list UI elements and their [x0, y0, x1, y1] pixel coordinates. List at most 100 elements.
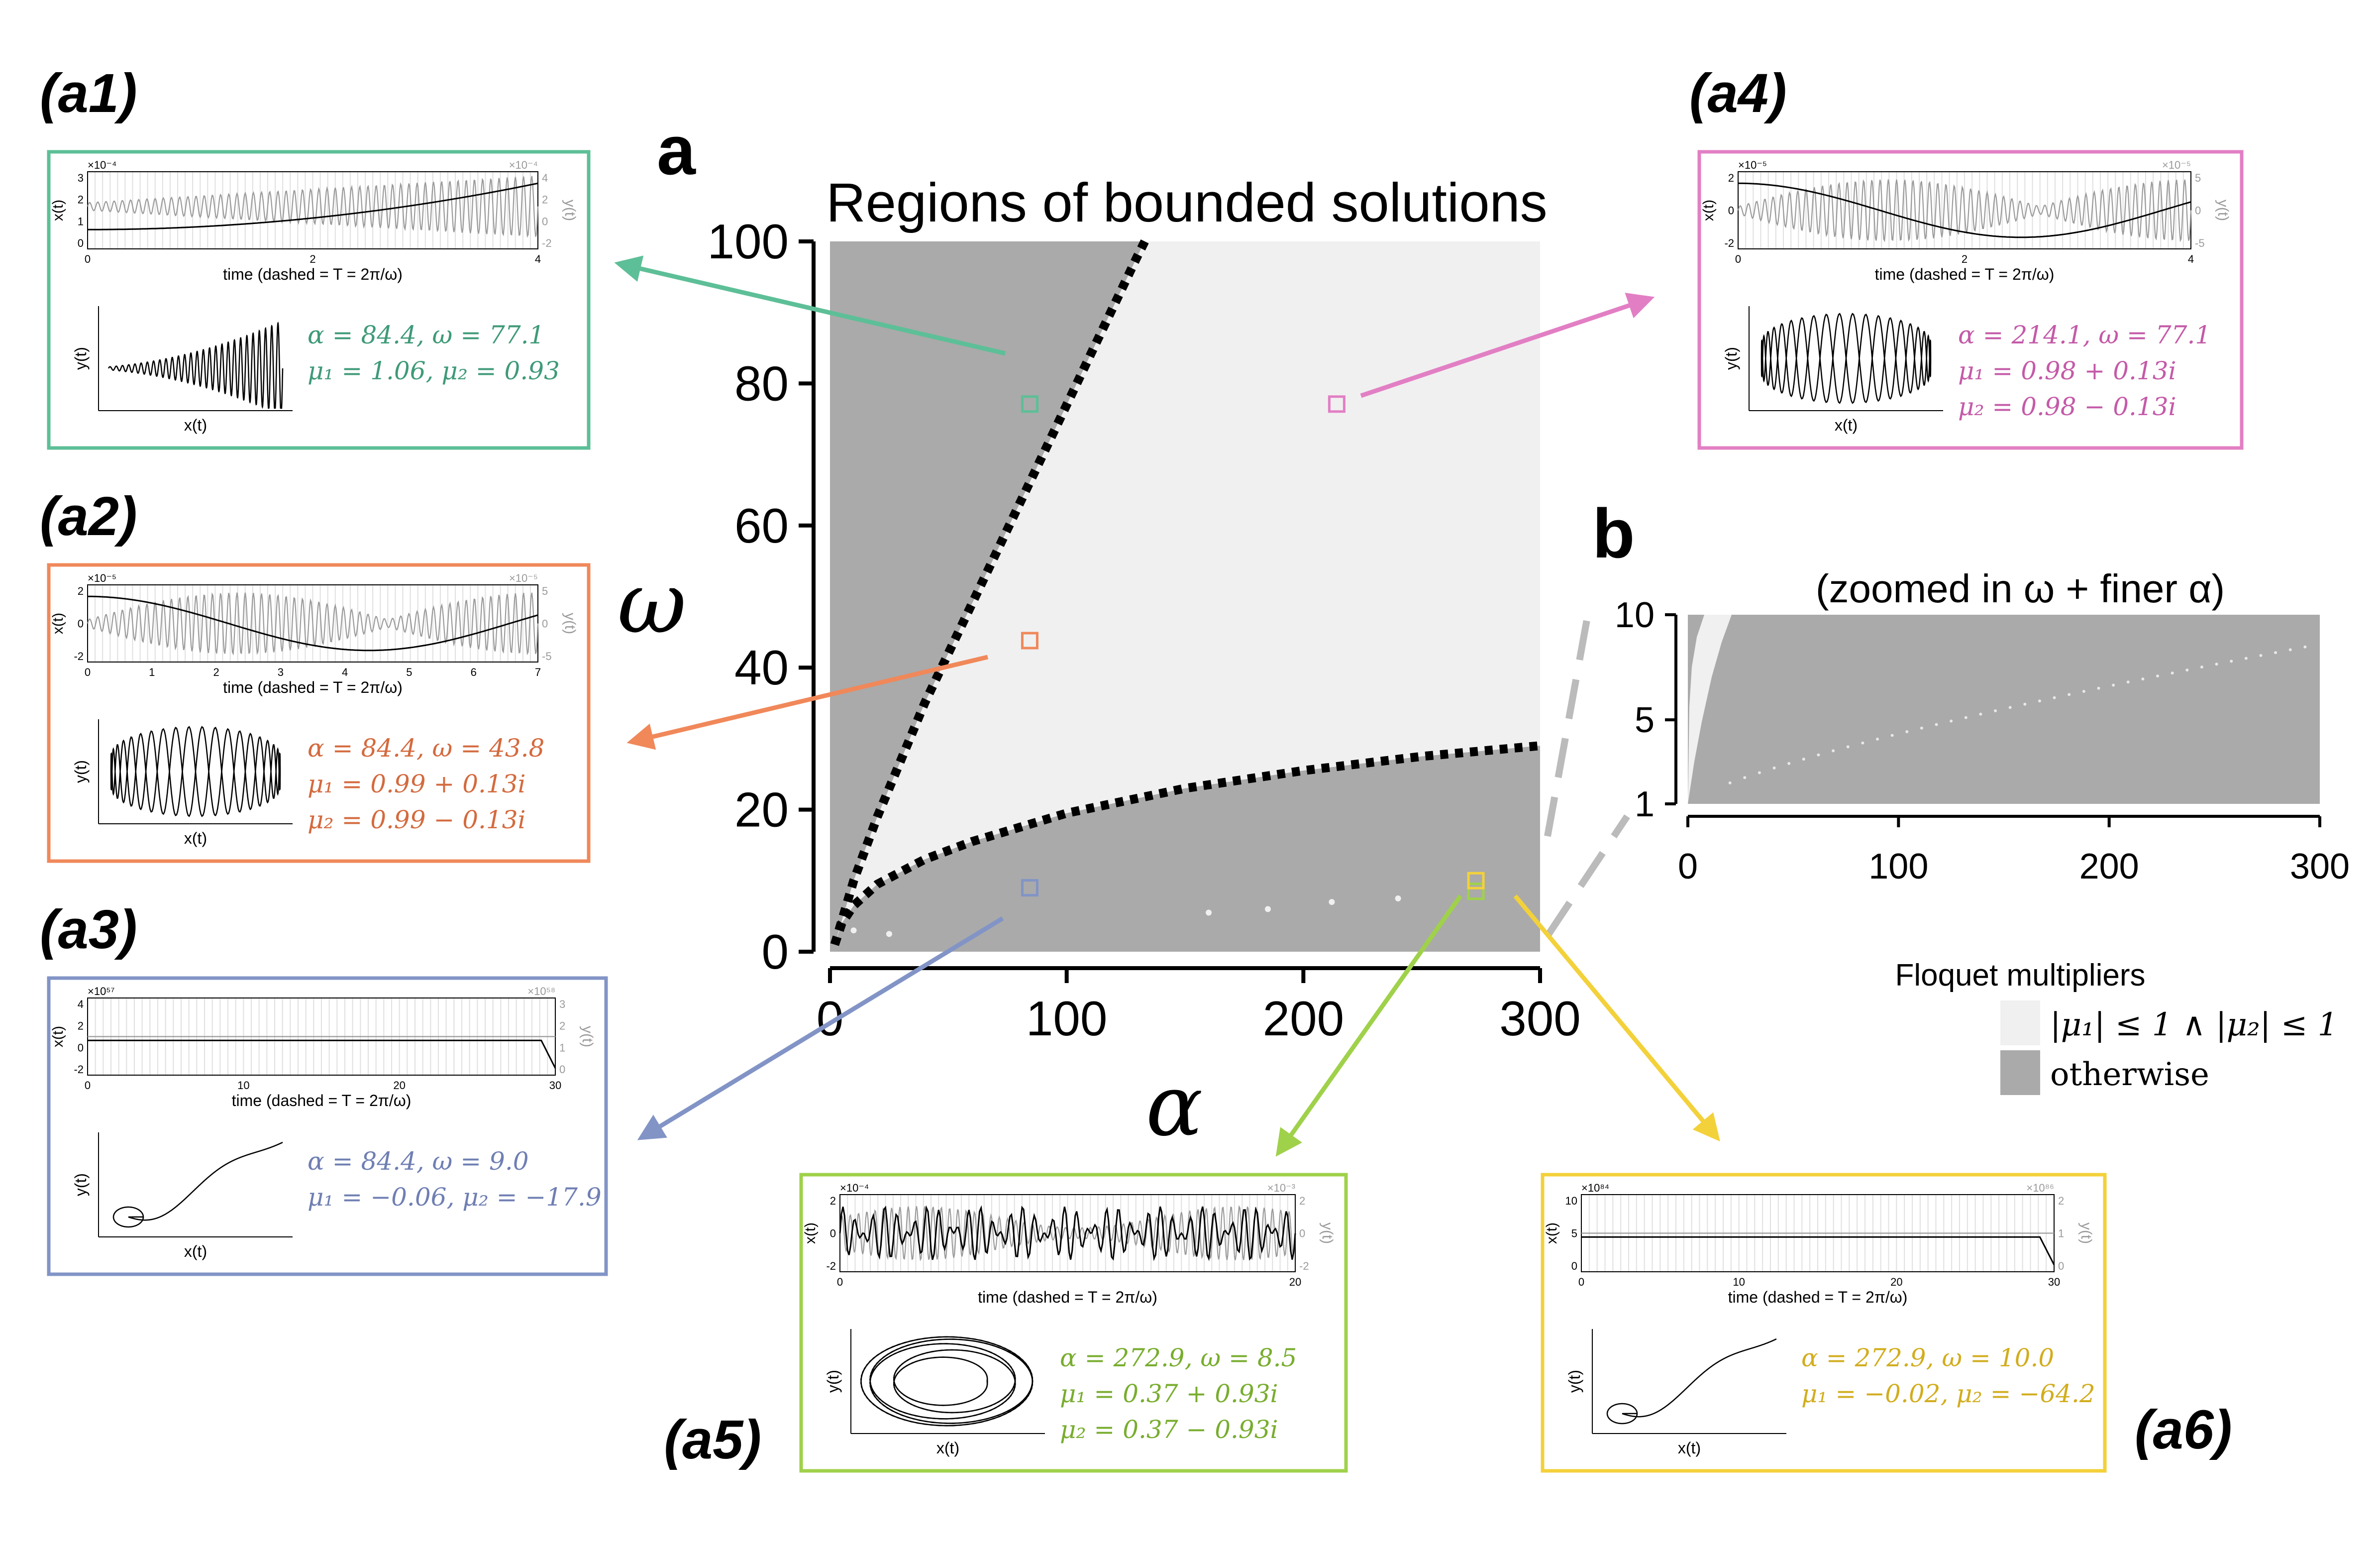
ts-ylabel-a3: x(t) [50, 1026, 66, 1047]
left-tick-a3: -2 [74, 1063, 84, 1076]
zoom-dot-26 [2112, 683, 2115, 687]
zoom-dot-35 [2244, 657, 2248, 660]
zoom-y-tick-label-1: 1 [1635, 784, 1655, 824]
inset-frame-a3 [47, 976, 608, 1276]
ts-ylabel-right-a4: y(t) [2215, 200, 2231, 221]
inset-frame-a6 [1541, 1173, 2107, 1473]
zoom-dot-39 [2303, 645, 2307, 649]
phase-curve-a1 [107, 321, 284, 409]
zoom-guide-lower [1545, 814, 1630, 938]
inset-a4: (a4)×10⁻⁵ ×10⁻⁵20-250-50 2 4x(t) y(t)time (d… [1689, 63, 2244, 450]
zoom-dot-1 [1743, 776, 1747, 779]
legend-title: Floquet multipliers [1895, 958, 2145, 993]
phase-curve-a6 [1606, 1338, 1777, 1425]
phase-xlabel-a2: x(t) [184, 829, 207, 847]
left-tick-a5: 2 [830, 1195, 836, 1207]
arrow-a3 [637, 916, 1004, 1140]
right-tick-a3: 1 [559, 1041, 565, 1054]
ts-ylabel-right-a3: y(t) [579, 1026, 596, 1047]
x-tick-a3: 0 [85, 1079, 91, 1092]
timeseries-a2: ×10⁻⁵ ×10⁻⁵20-250-50 1 2 3 4 5 6 7x(t) y(t)time (… [50, 572, 578, 696]
zoom-dot-30 [2171, 671, 2174, 675]
zoom-dot-3 [1772, 766, 1776, 770]
left-tick-a1: 0 [78, 237, 84, 249]
zoom-x-ticks: 0 100 200 300 [1678, 816, 2350, 886]
left-tick-a1: 3 [78, 172, 84, 184]
param-line-1-a6: α = 272.9, ω = 10.0 [1801, 1343, 2054, 1372]
x-tick-a4: 4 [2188, 253, 2194, 265]
inset-label-a2: (a2) [40, 486, 137, 547]
phase-curve-a5 [860, 1336, 1034, 1427]
time-label-a6: time (dashed = T = 2π/ω) [1728, 1288, 1908, 1306]
marked-point-a3 [1021, 879, 1038, 897]
phase-portrait-a5: x(t) y(t) [824, 1329, 1045, 1457]
zoom-x-tick-label-300: 300 [2290, 847, 2350, 886]
inset-label-a6: (a6) [2135, 1399, 2232, 1460]
exp-right-a6: ×10⁸⁶ [2026, 1182, 2054, 1194]
left-tick-a6: 0 [1571, 1260, 1577, 1272]
right-tick-a6: 1 [2058, 1227, 2064, 1240]
time-label-a2: time (dashed = T = 2π/ω) [223, 678, 403, 696]
left-tick-a4: -2 [1724, 237, 1734, 249]
zoom-dot-32 [2200, 665, 2203, 669]
zoom-x-tick-label-100: 100 [1868, 847, 1928, 886]
arrow-a1 [614, 255, 1006, 356]
time-label-a5: time (dashed = T = 2π/ω) [978, 1288, 1157, 1306]
y-series-a2 [87, 592, 539, 656]
marked-points [1021, 395, 1485, 900]
zoom-dot-11 [1890, 734, 1894, 737]
legend-label-otherwise: otherwise [2050, 1056, 2209, 1093]
left-tick-a6: 5 [1571, 1227, 1577, 1240]
bounded-dot-0 [850, 927, 857, 934]
x-tick-a5: 0 [837, 1276, 843, 1288]
ts-ylabel-right-a6: y(t) [2078, 1222, 2094, 1244]
left-tick-a5: 0 [830, 1227, 836, 1240]
right-tick-a1: 4 [542, 172, 548, 184]
phase-xlabel-a1: x(t) [184, 416, 207, 434]
right-tick-a5: 2 [1299, 1195, 1305, 1207]
right-tick-a6: 2 [2058, 1195, 2064, 1207]
param-line-1-a4: α = 214.1, ω = 77.1 [1958, 321, 2211, 349]
x-tick-a2: 4 [342, 666, 348, 678]
phase-xlabel-a4: x(t) [1835, 416, 1858, 434]
left-tick-a1: 1 [78, 215, 84, 227]
marked-point-a5 [1467, 883, 1485, 900]
phase-ylabel-a4: y(t) [1722, 347, 1740, 370]
left-tick-a2: -2 [74, 650, 84, 663]
inset-frame-a1 [47, 150, 591, 450]
zoom-dot-17 [1979, 712, 1982, 716]
left-tick-a3: 4 [78, 998, 84, 1010]
legend-swatch-bounded [2000, 1000, 2040, 1045]
main-x-ticks: 0 100 200 300 [817, 968, 1581, 1046]
zoom-dot-12 [1905, 730, 1909, 734]
param-line-2-a6: μ₁ = −0.02, μ₂ = −64.2 [1801, 1379, 2095, 1408]
x-series-a5 [839, 1205, 1296, 1261]
right-tick-a1: 2 [542, 194, 548, 206]
right-tick-a2: 0 [542, 618, 548, 630]
zoom-bounded-dots [1728, 645, 2307, 784]
panel-a: a Regions of bounded solutions 0 100 200 30… [618, 111, 1581, 1155]
zoom-dot-38 [2288, 648, 2292, 652]
zoom-dot-7 [1832, 749, 1835, 753]
left-tick-a6: 10 [1565, 1195, 1577, 1207]
zoom-dot-14 [1935, 723, 1938, 726]
arrow-a4 [1360, 293, 1655, 398]
phase-xlabel-a3: x(t) [184, 1242, 207, 1260]
zoom-bounded-region [1688, 615, 1732, 804]
marked-point-a1 [1021, 395, 1038, 413]
arrow-a5 [1275, 894, 1462, 1157]
exp-right-a1: ×10⁻⁴ [509, 159, 538, 171]
main-x-axis-label: α [1146, 1057, 1203, 1155]
phase-ylabel-a5: y(t) [824, 1370, 842, 1393]
exp-left-a2: ×10⁻⁵ [88, 572, 116, 584]
x-tick-a4: 0 [1735, 253, 1741, 265]
bounded-dot-1 [886, 931, 892, 937]
param-line-2-a3: μ₁ = −0.06, μ₂ = −17.9 [308, 1183, 602, 1212]
main-y-ticks: 0 20 40 60 80 100 [707, 214, 814, 979]
upper-boundary-curve [830, 239, 1149, 946]
zoom-dot-27 [2126, 680, 2130, 684]
zoom-dot-13 [1920, 726, 1923, 730]
main-x-tick-label-200: 200 [1263, 991, 1345, 1046]
zoom-guide-upper [1544, 616, 1591, 837]
